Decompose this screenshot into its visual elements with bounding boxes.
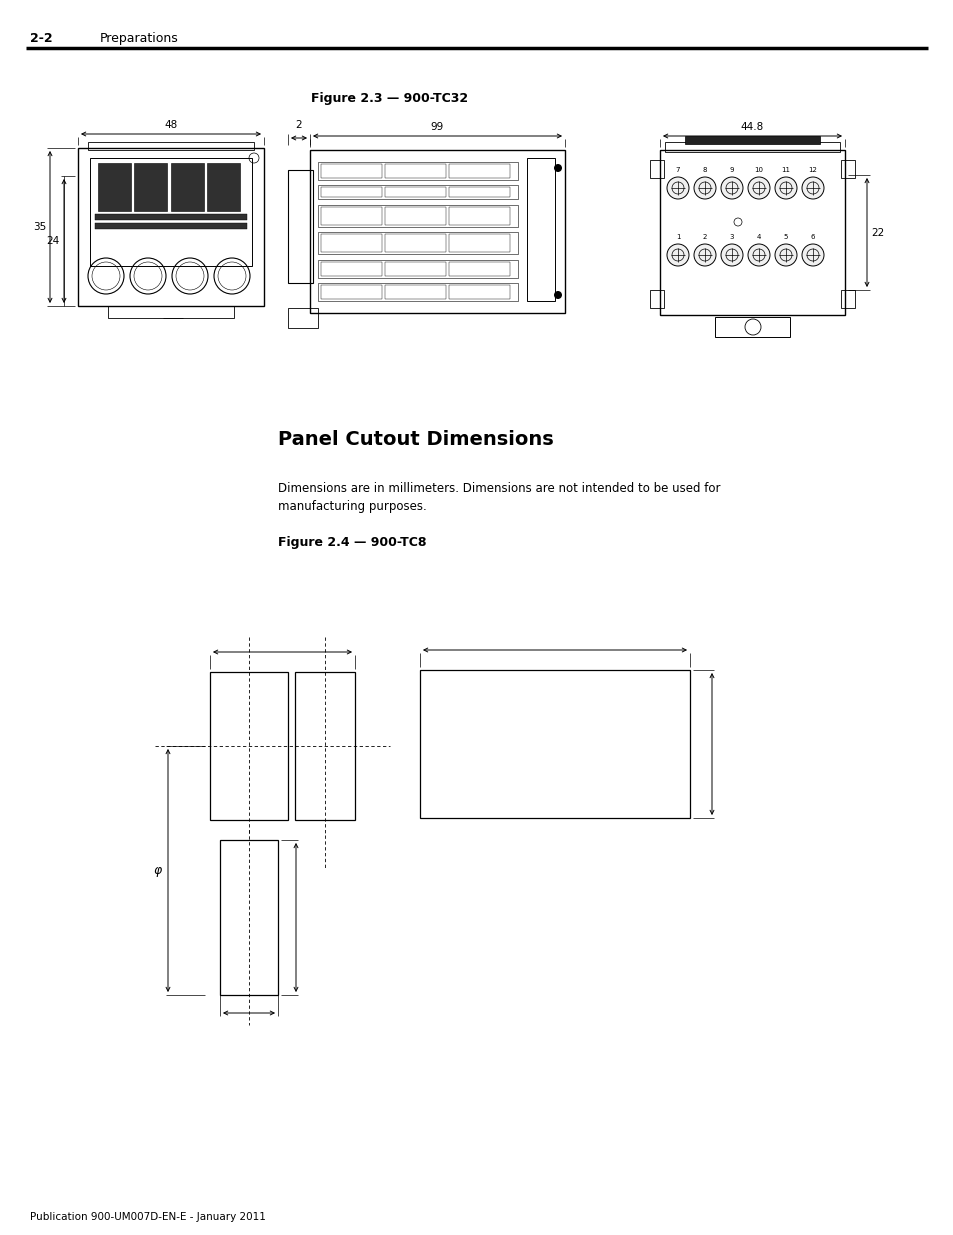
Bar — [385, 233, 446, 252]
Circle shape — [720, 245, 742, 266]
Text: Figure 2.4 — 900-TC8: Figure 2.4 — 900-TC8 — [277, 536, 426, 550]
Bar — [317, 283, 517, 301]
Bar — [449, 233, 510, 252]
Bar — [90, 158, 252, 266]
Circle shape — [747, 245, 769, 266]
Bar — [320, 262, 381, 275]
Bar — [449, 285, 510, 299]
Bar — [288, 170, 313, 283]
Text: Preparations: Preparations — [100, 32, 178, 44]
Bar — [317, 232, 517, 254]
Bar — [664, 142, 840, 152]
Text: 99: 99 — [431, 122, 444, 132]
Text: φ: φ — [153, 864, 162, 877]
Circle shape — [747, 177, 769, 199]
Bar — [385, 186, 446, 198]
Text: Panel Cutout Dimensions: Panel Cutout Dimensions — [277, 430, 553, 450]
Text: 2: 2 — [295, 120, 302, 130]
Circle shape — [666, 177, 688, 199]
Text: 11: 11 — [781, 167, 790, 173]
Bar — [78, 148, 264, 306]
Text: 1: 1 — [675, 233, 679, 240]
Circle shape — [774, 245, 796, 266]
Bar — [419, 671, 689, 818]
Text: 24: 24 — [47, 236, 60, 246]
Bar — [449, 262, 510, 275]
Bar — [210, 672, 288, 820]
Bar — [449, 207, 510, 225]
Bar — [288, 308, 317, 329]
Bar — [95, 214, 247, 220]
Text: 2: 2 — [702, 233, 706, 240]
Circle shape — [693, 245, 716, 266]
Bar — [385, 207, 446, 225]
Circle shape — [693, 177, 716, 199]
Bar — [649, 161, 663, 178]
Bar — [317, 205, 517, 227]
Bar — [320, 164, 381, 178]
Text: manufacturing purposes.: manufacturing purposes. — [277, 500, 426, 513]
Circle shape — [666, 245, 688, 266]
Text: 10: 10 — [754, 167, 762, 173]
Circle shape — [801, 245, 823, 266]
Bar — [449, 164, 510, 178]
Bar — [95, 224, 247, 228]
Bar — [385, 164, 446, 178]
Bar — [841, 161, 854, 178]
Bar — [449, 186, 510, 198]
Bar — [98, 163, 131, 211]
Text: 35: 35 — [32, 222, 46, 232]
Bar — [659, 149, 844, 315]
Text: 4: 4 — [756, 233, 760, 240]
Bar — [317, 162, 517, 180]
Text: 9: 9 — [729, 167, 734, 173]
Text: 2-2: 2-2 — [30, 32, 52, 44]
Text: Publication 900-UM007D-EN-E - January 2011: Publication 900-UM007D-EN-E - January 20… — [30, 1212, 266, 1221]
Bar — [220, 840, 277, 995]
Bar — [108, 306, 233, 317]
Bar — [385, 285, 446, 299]
Bar — [294, 672, 355, 820]
Bar — [649, 290, 663, 308]
Text: 3: 3 — [729, 233, 734, 240]
Text: 5: 5 — [783, 233, 787, 240]
Circle shape — [554, 291, 561, 299]
Text: Figure 2.3 — 900-TC32: Figure 2.3 — 900-TC32 — [311, 91, 468, 105]
Bar — [171, 163, 204, 211]
Bar — [385, 262, 446, 275]
Text: 44.8: 44.8 — [740, 122, 763, 132]
Text: 22: 22 — [870, 227, 883, 237]
Text: 48: 48 — [164, 120, 177, 130]
Bar — [320, 186, 381, 198]
Circle shape — [801, 177, 823, 199]
Text: 7: 7 — [675, 167, 679, 173]
Text: 12: 12 — [808, 167, 817, 173]
Bar — [714, 317, 789, 337]
Circle shape — [774, 177, 796, 199]
Bar — [684, 136, 820, 144]
Bar — [320, 285, 381, 299]
Bar — [88, 142, 253, 149]
Circle shape — [720, 177, 742, 199]
Bar — [320, 207, 381, 225]
Bar — [526, 158, 555, 301]
Bar — [207, 163, 240, 211]
Bar — [841, 290, 854, 308]
Bar — [310, 149, 564, 312]
Bar — [317, 261, 517, 278]
Text: Dimensions are in millimeters. Dimensions are not intended to be used for: Dimensions are in millimeters. Dimension… — [277, 482, 720, 495]
Text: 6: 6 — [810, 233, 815, 240]
Text: 8: 8 — [702, 167, 706, 173]
Circle shape — [554, 164, 561, 172]
Bar — [317, 185, 517, 199]
Bar — [320, 233, 381, 252]
Bar — [133, 163, 167, 211]
